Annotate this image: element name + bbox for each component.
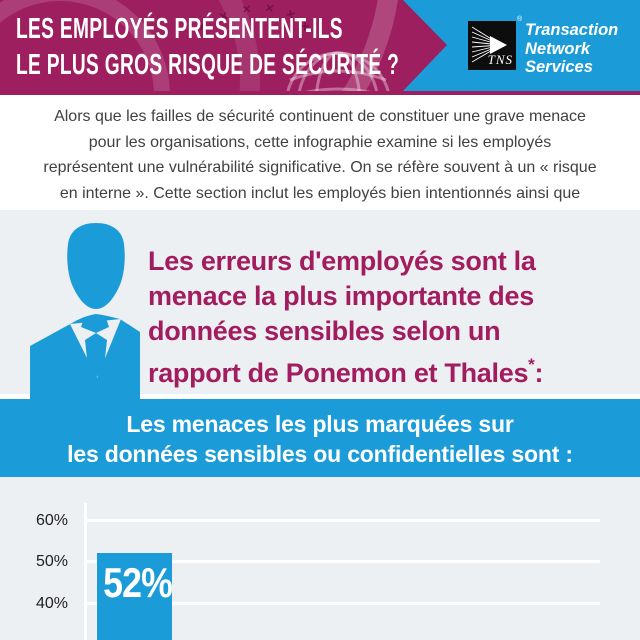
quote-line: rapport de Ponemon et Thales*: [148,349,543,391]
quote-line: données sensibles selon un [148,316,501,346]
intro-line: Alors que les failles de sécurité contin… [54,108,586,125]
header-banner: ✕ ✕ ✕ ✕ ✕ ✕ LES EMPLOYÉS PRÉSENTENT-ILS … [0,0,640,91]
rays-arrow-icon [471,26,507,63]
y-tick-label: 60% [35,512,68,529]
banner-line: Les menaces les plus marquées sur [126,411,514,437]
quote-text: Les erreurs d'employés sont la menace la… [148,244,543,391]
bar-employee-error: 52% [97,553,173,640]
y-tick-label: 40% [35,595,68,612]
tns-logo-text: TNS [487,52,513,67]
company-name: Transaction Network Services [525,21,618,77]
page-title: LES EMPLOYÉS PRÉSENTENT-ILS LE PLUS GROS… [16,11,447,83]
gridline-60 [84,519,600,522]
page-title-line: LE PLUS GROS RISQUE DE SÉCURITÉ ? [16,49,400,81]
page-title-line: LES EMPLOYÉS PRÉSENTENT-ILS [16,13,343,45]
y-tick-label: 50% [35,553,68,570]
bar-value-label: 52% [103,559,173,606]
company-name-line: Transaction [525,21,619,39]
section-banner: Les menaces les plus marquées sur les do… [0,399,640,477]
intro-line: pour les organisations, cette infographi… [88,133,552,151]
gridline-40 [84,602,600,605]
intro-section: Alors que les failles de sécurité contin… [0,95,640,227]
header-divider [0,91,640,95]
bar-chart: 60% 50% 40% 52% [0,477,640,640]
footnote-asterisk: * [528,355,535,374]
quote-line-suffix: : [534,358,544,388]
company-name-line: Services [525,58,593,76]
quote-line: Les erreurs d'employés sont la [148,246,536,276]
section-divider [0,394,640,399]
company-name-line: Network [525,39,591,58]
header-magenta-chevron: ✕ ✕ ✕ ✕ ✕ ✕ LES EMPLOYÉS PRÉSENTENT-ILS … [0,0,447,91]
registered-mark: ® [517,16,523,23]
tns-logo-box: TNS [468,21,516,70]
intro-line: représentent une vulnérabilité significa… [43,159,597,176]
banner-line: les données sensibles ou confidentielles… [67,441,573,467]
quote-line: menace la plus importante des [148,281,534,311]
gridline-50 [84,560,600,563]
intro-line: en interne ». Cette section inclut les e… [59,184,581,202]
y-axis-line [84,503,87,640]
globe-icon [284,51,392,91]
quote-line-text: rapport de Ponemon et Thales [148,358,529,388]
businessman-icon [30,223,140,400]
